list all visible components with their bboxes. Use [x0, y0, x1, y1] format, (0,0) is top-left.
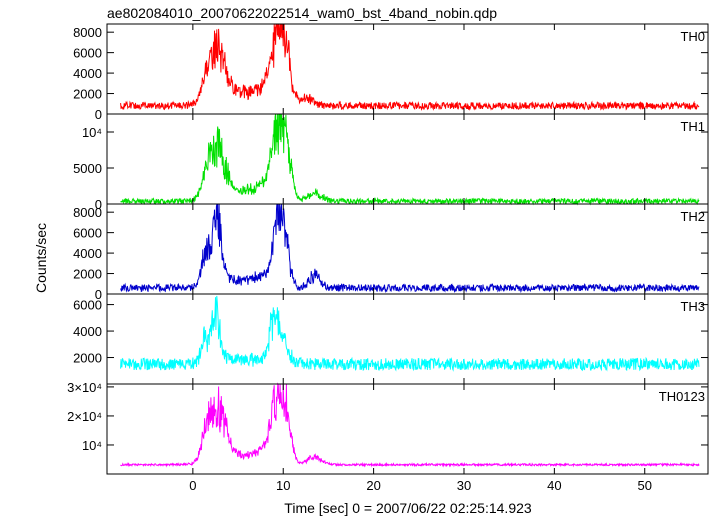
y-tick-label: 0 [95, 107, 102, 122]
series-line-th0 [120, 23, 700, 111]
y-tick-label: 0 [95, 197, 102, 212]
x-tick-label: 10 [276, 478, 290, 493]
panel-label: TH0 [680, 29, 705, 44]
x-tick-label: 20 [366, 478, 380, 493]
panel-label: TH1 [680, 119, 705, 134]
y-tick-label: 4000 [73, 324, 102, 339]
x-tick-label: 0 [189, 478, 196, 493]
series-line-th3 [120, 295, 700, 372]
panel-frame [106, 383, 709, 475]
y-tick-label: 10⁴ [82, 438, 102, 453]
plot-title: ae802084010_20070622022514_wam0_bst_4ban… [107, 5, 497, 21]
series-line-th1 [120, 113, 700, 206]
y-tick-label: 4000 [73, 246, 102, 261]
y-tick-label: 3×10⁴ [67, 380, 102, 395]
y-tick-label: 2000 [73, 351, 102, 366]
y-axis-label: Counts/sec [33, 223, 49, 293]
panel-label: TH3 [680, 299, 705, 314]
y-tick-label: 6000 [73, 298, 102, 313]
x-tick-label: 30 [457, 478, 471, 493]
y-tick-label: 2000 [73, 87, 102, 102]
x-axis: 0 10 20 30 40 50 [189, 478, 652, 493]
panel-frame [106, 203, 709, 295]
panel-frame [106, 293, 709, 385]
panel-label: TH0123 [659, 389, 705, 404]
x-tick-label: 50 [638, 478, 652, 493]
panel-th3: 2000 4000 6000 TH3 [73, 293, 709, 385]
panel-label: TH2 [680, 209, 705, 224]
y-tick-label: 4000 [73, 66, 102, 81]
y-tick-label: 8000 [73, 25, 102, 40]
panel-th1: 0 5000 10⁴ TH1 [73, 113, 709, 212]
panel-th2: 0 2000 4000 6000 8000 TH2 [73, 203, 709, 302]
y-tick-label: 6000 [73, 46, 102, 61]
y-tick-label: 8000 [73, 205, 102, 220]
panel-th0123: 10⁴ 2×10⁴ 3×10⁴ TH0123 [67, 380, 709, 475]
x-tick-label: 40 [547, 478, 561, 493]
y-tick-label: 6000 [73, 226, 102, 241]
y-tick-label: 2000 [73, 267, 102, 282]
y-tick-label: 10⁴ [82, 125, 102, 140]
series-line-th0123 [120, 382, 700, 468]
series-line-th2 [120, 203, 700, 294]
x-axis-label: Time [sec] 0 = 2007/06/22 02:25:14.923 [284, 500, 532, 516]
y-tick-label: 0 [95, 287, 102, 302]
panels: 0 2000 4000 6000 8000 TH0 0 5000 10⁴ TH1 0 2000 4000… [67, 23, 709, 475]
y-tick-label: 5000 [73, 161, 102, 176]
panel-frame [106, 113, 709, 205]
y-tick-label: 2×10⁴ [67, 409, 102, 424]
panel-th0: 0 2000 4000 6000 8000 TH0 [73, 23, 709, 122]
